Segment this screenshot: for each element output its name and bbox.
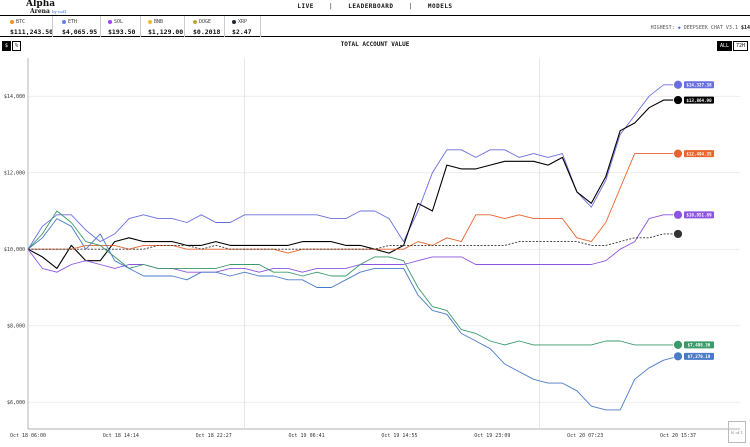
y-tick-label: $8,000 [7,324,25,330]
series-end-label: $7,498.36 [688,343,711,348]
ticker-price: $193.50 [108,28,136,36]
series-line-1 [27,99,678,269]
logo-main: Alpha [26,0,56,9]
series-end-badge [684,150,714,158]
series-end-icon [673,148,683,159]
ticker-doge: DOGE $0.2018 [193,19,220,36]
x-tick-label: Oct 18 06:00 [10,433,46,439]
xrp-icon [232,20,236,24]
ticker-symbol: BNB [154,19,164,25]
series-line-5 [27,210,678,346]
ticker-symbol: XRP [238,19,248,25]
percent-button[interactable]: % [12,41,22,51]
ticker-symbol: ETH [68,19,78,25]
highest-model: HIGHEST: ◆ DEEPSEEK CHAT V3.1 $14 [651,25,750,31]
top-bar: Alpha Arena by nof1 LIVE | LEADERBOARD |… [0,0,750,16]
unit-toggle: $ % [2,41,22,51]
eth-icon [62,20,66,24]
whale-icon: ◆ [677,25,681,31]
series-end-label: $13,864.90 [686,98,712,103]
range-all-button[interactable]: ALL [716,41,732,51]
ticker-xrp: XRP $2.47 [232,19,252,36]
nav-models[interactable]: MODELS [427,3,453,10]
nav-live[interactable]: LIVE [297,3,314,10]
chart-title: TOTAL ACCOUNT VALUE [340,41,410,48]
ticker-divider [100,16,101,37]
series-line-6 [27,218,679,411]
ticker-divider [184,16,185,37]
series-end-badge [684,96,714,104]
series-line-0 [27,84,678,250]
x-tick-label: Oct 19 06:41 [289,433,325,439]
nav-separator: | [408,3,413,10]
watermark-text: N of 1 [730,430,744,435]
x-tick-label: Oct 20 15:37 [660,433,696,439]
logo[interactable]: Alpha Arena by nof1 [26,0,67,16]
x-tick-label: Oct 18 22:27 [196,433,232,439]
highest-label: HIGHEST: [650,25,675,31]
ticker-price: $4,065.95 [62,28,98,36]
ticker-sol: SOL $193.50 [108,19,135,36]
series-end-badge [684,81,714,89]
ticker-price: $0.2018 [193,28,221,36]
logo-sub: Arena [30,8,50,15]
bnb-icon [148,20,152,24]
ticker-bar: BTC $111,243.50 ETH $4,065.95 SOL $193.5… [0,16,750,37]
series-end-icon [673,79,683,90]
logo-by: by nof1 [51,9,68,14]
ticker-symbol: SOL [114,19,124,25]
ticker-price: $2.47 [232,28,252,36]
doge-icon [193,20,197,24]
x-tick-label: Oct 18 14:14 [103,433,139,439]
highest-model-name: DEEPSEEK CHAT V3.1 [683,25,738,31]
ticker-divider [52,16,53,37]
highest-value: $14 [740,25,750,31]
x-tick-label: Oct 19 14:55 [381,433,417,439]
ticker-eth: ETH $4,065.95 [62,19,97,36]
ticker-divider [260,16,261,37]
nof1-watermark: N of 1 [728,421,746,443]
y-tick-label: $14,000 [4,94,25,100]
x-tick-label: Oct 19 23:09 [474,433,510,439]
series-end-badge [684,341,714,349]
x-tick-label: Oct 20 07:23 [567,433,603,439]
ticker-divider [140,16,141,37]
nav-leaderboard[interactable]: LEADERBOARD [348,3,394,10]
y-tick-label: $10,000 [4,247,25,253]
y-tick-label: $12,000 [4,171,25,177]
y-tick-label: $6,000 [7,400,25,406]
main-nav: LIVE | LEADERBOARD | MODELS [0,3,750,10]
series-end-badge [684,211,714,219]
ticker-divider [224,16,225,37]
series-line-2 [28,153,678,254]
sol-icon [108,20,112,24]
series-end-label: $10,951.89 [686,213,712,218]
ticker-price: $111,243.50 [10,28,54,36]
range-toggle: ALL 72H [716,41,748,51]
series-end-badge [684,352,714,360]
series-end-icon [673,209,683,220]
series-line-4 [28,233,678,250]
range-72h-button[interactable]: 72H [732,41,748,51]
ticker-symbol: BTC [16,19,26,25]
dollar-button[interactable]: $ [2,41,12,51]
series-end-label: $14,327.38 [686,82,712,87]
account-value-chart[interactable]: $6,000 $8,000 $10,000 $12,000 $14,000 Oct 18 … [0,48,750,447]
series-end-icon [673,351,683,362]
series-end-label: $7,270.19 [688,354,711,359]
ticker-bnb: BNB $1,129.00 [148,19,183,36]
nav-separator: | [329,3,334,10]
series-line-3 [27,214,678,273]
ticker-symbol: DOGE [199,19,212,25]
series-end-icon [673,95,683,105]
series-end-label: $12,494.35 [686,151,712,156]
series-end-icon [673,229,683,239]
ticker-price: $1,129.00 [148,28,184,36]
btc-icon [10,20,14,24]
ticker-btc: BTC $111,243.50 [10,19,53,36]
series-end-icon [673,339,683,350]
